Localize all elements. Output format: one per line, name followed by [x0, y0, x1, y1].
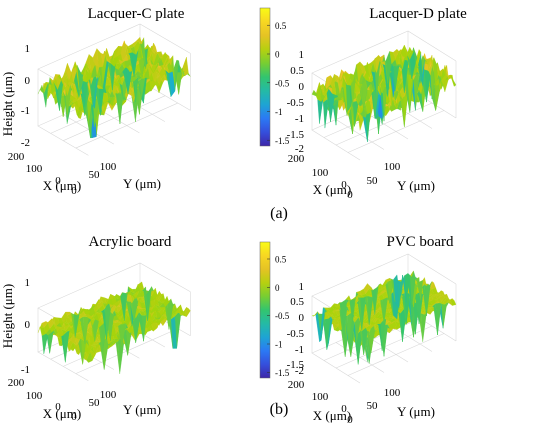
z-tick-label: 0 [25, 319, 31, 331]
surface-mesh [37, 281, 191, 374]
y-axis-label: Y (μm) [123, 402, 161, 417]
colorbar-tick-label: -0.5 [275, 311, 290, 321]
x-tick-label: 200 [288, 153, 305, 165]
surface-plot-2: Lacquer-D plate10.50-0.5-1-1.5-220010000… [287, 6, 468, 201]
x-tick-label: 0 [341, 179, 347, 191]
plot-title: Lacquer-C plate [88, 6, 185, 22]
z-tick-label: 0 [25, 75, 31, 87]
z-tick-label: -0.5 [287, 328, 305, 340]
z-tick-label: 1 [299, 281, 305, 293]
y-tick-label: 100 [384, 387, 401, 399]
colorbar-a: 0.5 0 -0.5 -1 -1.5 [259, 7, 290, 147]
y-tick-label: 50 [367, 175, 379, 187]
x-tick-label: 100 [26, 163, 43, 175]
surface-facet [311, 311, 318, 317]
z-tick-label: -1.5 [287, 359, 305, 371]
z-tick-label: -1 [21, 105, 30, 117]
x-axis-label: X (μm) [313, 408, 351, 423]
z-tick-label: 0.5 [290, 296, 304, 308]
y-tick-label: 50 [89, 169, 101, 181]
z-tick-label: -2 [295, 143, 304, 155]
y-tick-label: 50 [367, 400, 379, 412]
z-tick-label: 0 [299, 81, 305, 93]
y-tick-label: 50 [89, 397, 101, 409]
z-tick-label: 0 [299, 312, 305, 324]
colorbar-tick-label: -1 [275, 340, 283, 350]
surface-facet [317, 98, 324, 124]
y-axis-label: Y (μm) [123, 176, 161, 191]
surface-facet [311, 89, 318, 97]
z-tick-label: -2 [295, 365, 304, 377]
surface-plot-4: PVC board10.50-0.5-1-1.5-22001000050100X… [287, 234, 457, 426]
y-tick-label: 0 [71, 185, 77, 197]
y-tick-label: 100 [100, 161, 117, 173]
x-tick-label: 100 [26, 390, 43, 402]
colorbar-tick-label: -1.5 [275, 368, 290, 378]
figure-label-a: (a) [270, 205, 288, 222]
z-tick-label: 1 [299, 49, 305, 61]
x-tick-label: 0 [341, 403, 347, 415]
x-tick-label: 100 [312, 167, 329, 179]
x-tick-label: 0 [55, 175, 61, 187]
x-axis-label: X (μm) [43, 406, 81, 421]
surface-facet [344, 295, 352, 301]
plot-title: Acrylic board [89, 234, 172, 250]
x-tick-label: 0 [55, 401, 61, 413]
z-tick-label: -1 [295, 344, 304, 356]
surface-mesh [311, 270, 457, 365]
surface-mesh [37, 36, 191, 139]
plot-title: Lacquer-D plate [369, 6, 467, 22]
y-axis-label: Y (μm) [397, 404, 435, 419]
z-tick-label: -1 [21, 364, 30, 376]
colorbar-tick-label: 0.5 [275, 255, 287, 265]
colorbar-tick-label: -0.5 [275, 78, 290, 88]
plot-title: PVC board [386, 234, 454, 250]
y-tick-label: 100 [100, 389, 117, 401]
x-tick-label: 100 [312, 391, 329, 403]
x-axis-label: X (μm) [43, 178, 81, 193]
z-axis-label: Height (μm) [0, 72, 15, 136]
z-axis-label: Height (μm) [0, 284, 15, 348]
y-tick-label: 100 [384, 161, 401, 173]
surface-facet [41, 333, 48, 354]
colorbar-tick-label: -1 [275, 107, 283, 117]
colorbar-strip [259, 241, 271, 379]
x-tick-label: 200 [288, 379, 305, 391]
y-axis-label: Y (μm) [397, 178, 435, 193]
surface-facet [37, 322, 45, 333]
grid-line [63, 114, 115, 145]
colorbar-b: 0.5 0 -0.5 -1 -1.5 [259, 241, 290, 379]
colorbar-tick-label: -1.5 [275, 136, 290, 146]
y-tick-label: 0 [71, 411, 77, 423]
surface-facet [37, 84, 45, 95]
x-tick-label: 200 [8, 151, 25, 163]
x-tick-label: 200 [8, 377, 25, 389]
colorbar-strip [259, 7, 271, 147]
grid-line [335, 119, 385, 150]
colorbar-tick-label: 0 [275, 50, 280, 60]
x-axis-label: X (μm) [313, 182, 351, 197]
colorbar-tick-label: 0.5 [275, 21, 287, 31]
y-tick-label: 0 [347, 189, 353, 201]
y-tick-label: 0 [347, 414, 353, 426]
z-tick-label: 1 [25, 277, 31, 289]
z-tick-label: 1 [25, 43, 31, 55]
surface-mesh [311, 44, 457, 142]
z-tick-label: -1.5 [287, 129, 305, 141]
z-tick-label: -0.5 [287, 97, 305, 109]
z-tick-label: 0.5 [290, 65, 304, 77]
figure-label-b: (b) [270, 401, 289, 418]
colorbar-tick-label: 0 [275, 283, 280, 293]
z-tick-label: -1 [295, 113, 304, 125]
z-tick-label: -2 [21, 137, 30, 149]
